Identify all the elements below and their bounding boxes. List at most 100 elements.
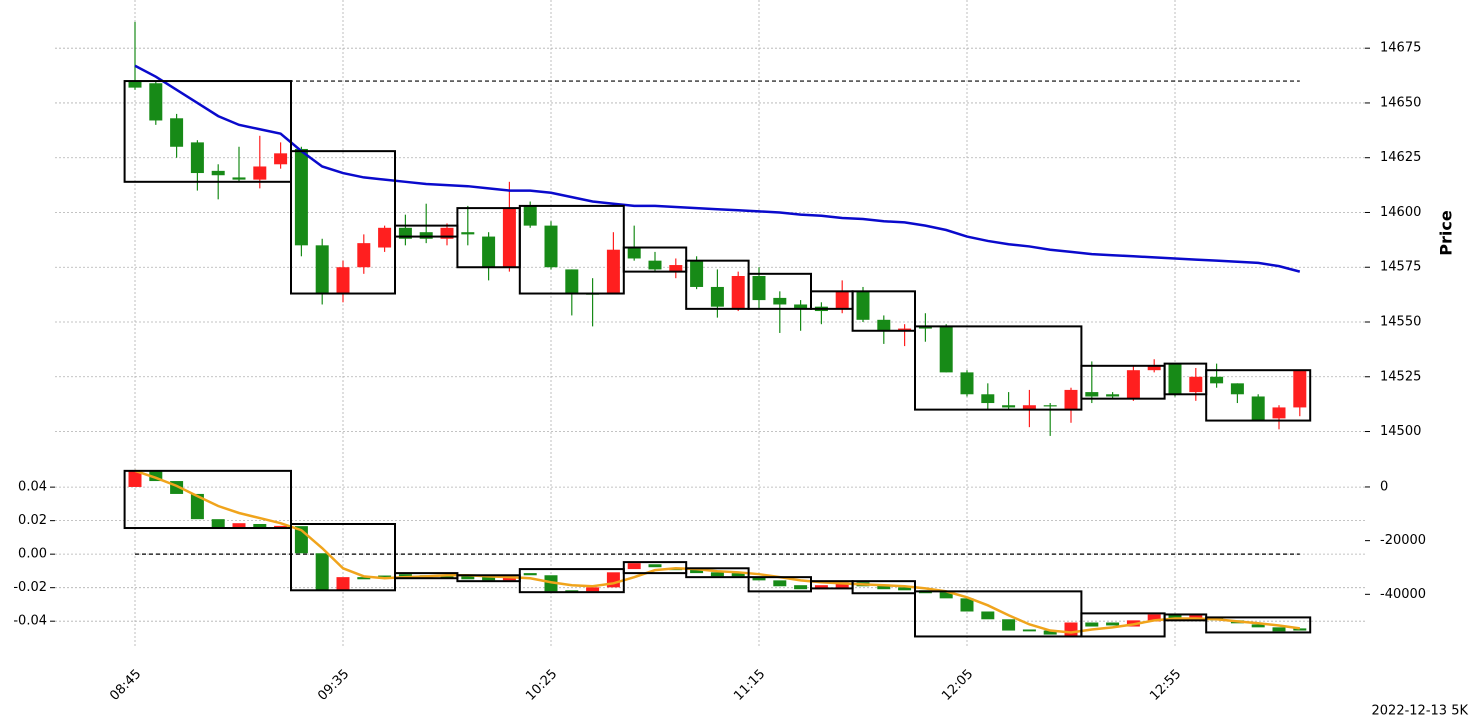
candle-body bbox=[294, 148, 308, 246]
candle-body bbox=[253, 166, 267, 180]
y-axis-label: Price bbox=[1437, 210, 1456, 256]
candle-body bbox=[1168, 614, 1182, 619]
candle-body bbox=[419, 232, 433, 239]
candle-body bbox=[336, 577, 350, 591]
candle-body bbox=[1147, 614, 1161, 622]
candle-body bbox=[190, 493, 204, 520]
candle-body bbox=[939, 326, 953, 373]
candle-body bbox=[794, 304, 808, 309]
x-tick-label: 10:25 bbox=[523, 667, 560, 704]
box bbox=[1205, 369, 1312, 422]
candle-body bbox=[1251, 396, 1265, 421]
x-tick-label: 08:45 bbox=[107, 667, 144, 704]
line bbox=[134, 469, 1300, 634]
box bbox=[1205, 616, 1312, 634]
candle-body bbox=[627, 247, 641, 259]
candle-body bbox=[960, 372, 974, 395]
candle-body bbox=[835, 582, 849, 589]
y2-tick-label: 0 bbox=[1380, 479, 1388, 494]
candle-body bbox=[398, 227, 412, 239]
candle-body bbox=[357, 577, 371, 580]
candle-body bbox=[794, 585, 808, 590]
candle-body bbox=[128, 81, 142, 88]
candle-body bbox=[773, 297, 787, 305]
y-tick-label: -0.04 bbox=[13, 614, 47, 629]
x-tick-label: 11:15 bbox=[731, 667, 768, 704]
candle-body bbox=[149, 83, 163, 121]
candle-body bbox=[170, 118, 184, 147]
candle-body bbox=[606, 249, 620, 294]
y-tick-label: 14600 bbox=[1380, 205, 1421, 220]
box bbox=[123, 80, 292, 183]
candle-body bbox=[1189, 615, 1203, 619]
candle-body bbox=[773, 580, 787, 587]
candle-body bbox=[1210, 376, 1224, 384]
y-tick-label: 14525 bbox=[1380, 369, 1421, 384]
y2-tick-label: -40000 bbox=[1380, 587, 1426, 602]
candle-body bbox=[877, 585, 891, 590]
candle-body bbox=[315, 553, 329, 591]
candle-body bbox=[502, 208, 516, 268]
candle-body bbox=[1043, 405, 1057, 407]
box bbox=[1080, 612, 1166, 638]
candle-body bbox=[731, 276, 745, 309]
candle-body bbox=[814, 585, 828, 590]
candle-body bbox=[586, 587, 600, 592]
candle-body bbox=[274, 153, 288, 165]
candle-body bbox=[981, 611, 995, 620]
candle-body bbox=[690, 569, 704, 574]
box bbox=[685, 567, 750, 579]
y-tick-label: 0.02 bbox=[18, 513, 47, 528]
candle-body bbox=[1064, 389, 1078, 410]
candle-body bbox=[315, 245, 329, 294]
candle-body bbox=[1043, 630, 1057, 635]
candle-body bbox=[461, 232, 475, 235]
y-tick-label: 14550 bbox=[1380, 315, 1421, 330]
candle-body bbox=[378, 227, 392, 248]
candle-body bbox=[648, 564, 662, 568]
candle-body bbox=[211, 519, 225, 529]
candle-body bbox=[1085, 622, 1099, 627]
line bbox=[134, 64, 1301, 273]
candle-body bbox=[1230, 383, 1244, 395]
annotation: 2022-12-13 5K bbox=[1372, 704, 1469, 719]
box bbox=[123, 469, 292, 530]
candle-body bbox=[482, 576, 496, 581]
candle-body bbox=[877, 319, 891, 331]
candle-body bbox=[398, 574, 412, 577]
box bbox=[851, 290, 916, 332]
candle-body bbox=[1002, 619, 1016, 631]
y-tick-label: -0.02 bbox=[13, 580, 47, 595]
candle-body bbox=[211, 170, 225, 176]
box bbox=[851, 580, 916, 595]
candle-body bbox=[336, 267, 350, 294]
candle-body bbox=[835, 291, 849, 309]
candle-body bbox=[856, 291, 870, 320]
candle-body bbox=[1293, 370, 1307, 408]
candle-body bbox=[1293, 628, 1307, 631]
candle-body bbox=[1251, 624, 1265, 628]
candle-body bbox=[710, 286, 724, 307]
candle-body bbox=[1022, 405, 1036, 410]
y2-tick-label: -20000 bbox=[1380, 533, 1426, 548]
candle-body bbox=[898, 328, 912, 331]
candle-body bbox=[523, 573, 537, 576]
y-tick-label: 0.00 bbox=[18, 547, 47, 562]
candle-body bbox=[544, 225, 558, 268]
candle-body bbox=[1126, 370, 1140, 399]
candle-body bbox=[1085, 392, 1099, 397]
y-tick-label: 14575 bbox=[1380, 260, 1421, 275]
candle-body bbox=[232, 523, 246, 529]
y-tick-label: 14500 bbox=[1380, 424, 1421, 439]
candle-body bbox=[1272, 627, 1286, 632]
box bbox=[290, 150, 396, 295]
candle-body bbox=[939, 592, 953, 599]
candle-body bbox=[648, 260, 662, 270]
candle-body bbox=[232, 177, 246, 180]
candle-body bbox=[274, 525, 288, 528]
candle-body bbox=[1106, 622, 1120, 626]
candle-body bbox=[253, 524, 267, 528]
candle-body bbox=[669, 265, 683, 272]
candle-body bbox=[523, 205, 537, 226]
